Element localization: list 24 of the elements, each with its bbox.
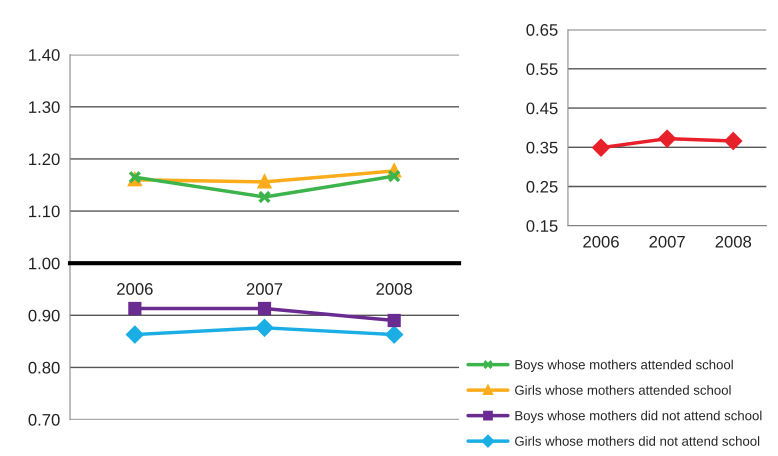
y-tick-label: 1.20 [29, 153, 60, 166]
y-tick-label: 0.55 [526, 63, 558, 76]
legend-label: Girls whose mothers attended school [515, 385, 731, 395]
y-tick-label: 1.10 [29, 205, 60, 218]
y-tick-label: 1.40 [29, 49, 60, 61]
x-tick-label: 2007 [649, 236, 685, 248]
y-tick-label: 0.65 [526, 24, 558, 36]
y-tick-label: 0.25 [526, 180, 558, 193]
y-tick-label: 0.90 [28, 310, 60, 322]
legend-label: Girls whose mothers did not attend school [515, 436, 760, 446]
x-tick-label: 2006 [583, 236, 619, 248]
y-tick-label: 0.70 [28, 414, 60, 426]
y-tick-label: 0.80 [28, 362, 60, 374]
x-tick-label: 2006 [117, 283, 153, 295]
legend-label: Boys whose mothers did not attend school [515, 410, 762, 423]
legend-label: Boys whose mothers attended school [515, 360, 733, 372]
y-tick-label: 0.45 [526, 102, 558, 114]
y-tick-label: 0.35 [526, 142, 558, 154]
x-tick-label: 2007 [246, 283, 282, 295]
y-tick-label: 0.15 [526, 220, 558, 232]
x-tick-label: 2008 [716, 236, 752, 248]
y-tick-label: 1.30 [29, 101, 60, 114]
x-tick-label: 2008 [376, 283, 412, 295]
y-tick-label: 1.00 [29, 258, 60, 270]
